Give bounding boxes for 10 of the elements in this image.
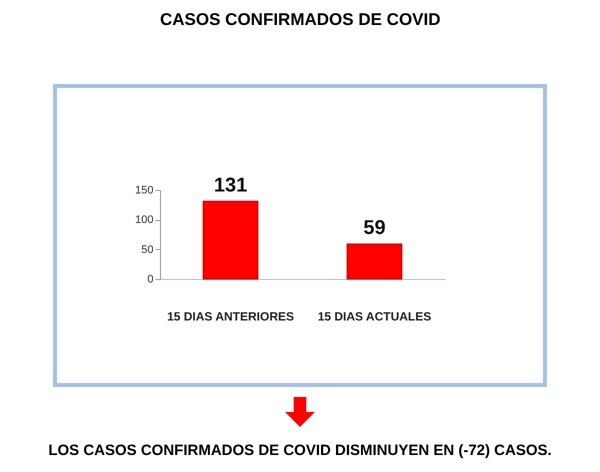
y-tick-label: 50 xyxy=(141,244,154,256)
data-label: 59 xyxy=(363,216,386,239)
y-tick-label: 0 xyxy=(147,274,154,286)
x-tick-label: 15 DIAS ANTERIORES xyxy=(167,310,294,324)
data-label: 131 xyxy=(214,174,248,196)
chart-title: CASOS CONFIRMADOS DE COVID xyxy=(160,10,441,29)
y-tick-label: 150 xyxy=(135,184,154,196)
y-tick-label: 100 xyxy=(135,214,154,226)
x-tick-label: 15 DIAS ACTUALES xyxy=(318,310,432,324)
text: LOS CASOS CONFIRMADOS DE COVID DISMINUYEN EN (-72) CASOS. xyxy=(48,442,552,459)
